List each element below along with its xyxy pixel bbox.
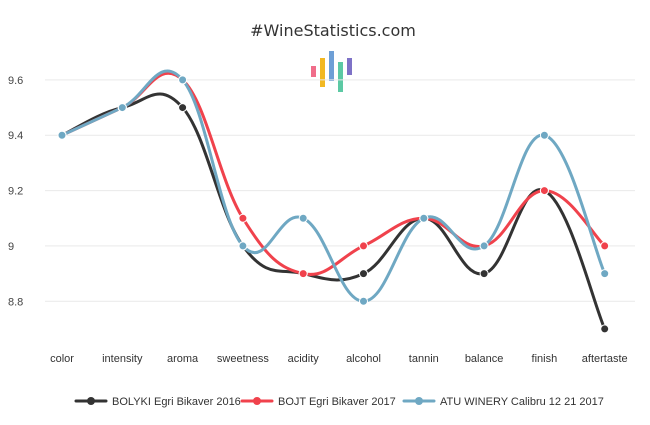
x-axis-ticks: color intensity aroma sweetness acidity alcoh… <box>50 353 628 365</box>
data-point[interactable] <box>117 103 127 113</box>
data-point[interactable] <box>178 103 188 113</box>
data-point[interactable] <box>238 213 248 223</box>
y-axis-ticks: 8.8 9 9.2 9.4 9.6 <box>8 75 23 308</box>
site-logo-icon <box>311 51 352 92</box>
legend-item[interactable]: ATU WINERY Calibru 12 21 2017 <box>402 396 604 408</box>
grid-lines <box>45 79 635 302</box>
logo-bar <box>320 58 325 87</box>
x-tick-label: finish <box>532 353 558 365</box>
legend-item[interactable]: BOJT Egri Bikaver 2017 <box>240 396 396 408</box>
x-tick-label: aftertaste <box>582 353 628 365</box>
x-tick-label: acidity <box>288 353 320 365</box>
data-point[interactable] <box>57 130 67 140</box>
x-tick-label: alcohol <box>346 353 381 365</box>
x-tick-label: sweetness <box>217 353 269 365</box>
data-point[interactable] <box>359 241 368 251</box>
x-tick-label: aroma <box>167 353 199 365</box>
logo-bar <box>338 62 343 92</box>
data-point[interactable] <box>479 269 489 279</box>
data-point[interactable] <box>539 186 549 196</box>
legend-item[interactable]: BOLYKI Egri Bikaver 2016 <box>74 396 241 408</box>
site-title: #WineStatistics.com <box>250 21 416 40</box>
data-point[interactable] <box>419 213 429 223</box>
y-tick-label: 9 <box>8 241 14 253</box>
series-lines <box>60 69 607 331</box>
series-line <box>60 92 607 331</box>
x-tick-label: color <box>50 353 74 365</box>
legend-label: BOJT Egri Bikaver 2017 <box>278 396 396 408</box>
series-points <box>57 75 610 334</box>
data-point[interactable] <box>600 241 610 251</box>
series-line <box>60 71 607 276</box>
legend-label: BOLYKI Egri Bikaver 2016 <box>112 396 241 408</box>
legend-marker <box>87 397 95 405</box>
data-point[interactable] <box>359 269 368 279</box>
legend-marker <box>253 397 261 405</box>
logo-bar <box>347 58 352 75</box>
data-point[interactable] <box>298 269 308 279</box>
x-tick-label: tannin <box>409 353 439 365</box>
data-point[interactable] <box>539 130 549 140</box>
data-point[interactable] <box>178 75 188 85</box>
series-line <box>60 69 607 303</box>
data-point[interactable] <box>238 241 248 251</box>
y-tick-label: 8.8 <box>8 296 23 308</box>
data-point[interactable] <box>600 269 610 279</box>
x-tick-label: balance <box>465 353 504 365</box>
logo-bar <box>329 51 334 81</box>
x-tick-label: intensity <box>102 353 143 365</box>
data-point[interactable] <box>298 213 308 223</box>
y-tick-label: 9.4 <box>8 130 23 142</box>
data-point[interactable] <box>600 324 610 334</box>
data-point[interactable] <box>479 241 489 251</box>
legend-label: ATU WINERY Calibru 12 21 2017 <box>440 396 604 408</box>
y-tick-label: 9.2 <box>8 186 23 198</box>
legend-marker <box>415 397 423 405</box>
legend[interactable]: BOLYKI Egri Bikaver 2016 BOJT Egri Bikave… <box>74 396 604 408</box>
data-point[interactable] <box>359 296 368 306</box>
y-tick-label: 9.6 <box>8 75 23 87</box>
logo-bar <box>311 66 316 77</box>
